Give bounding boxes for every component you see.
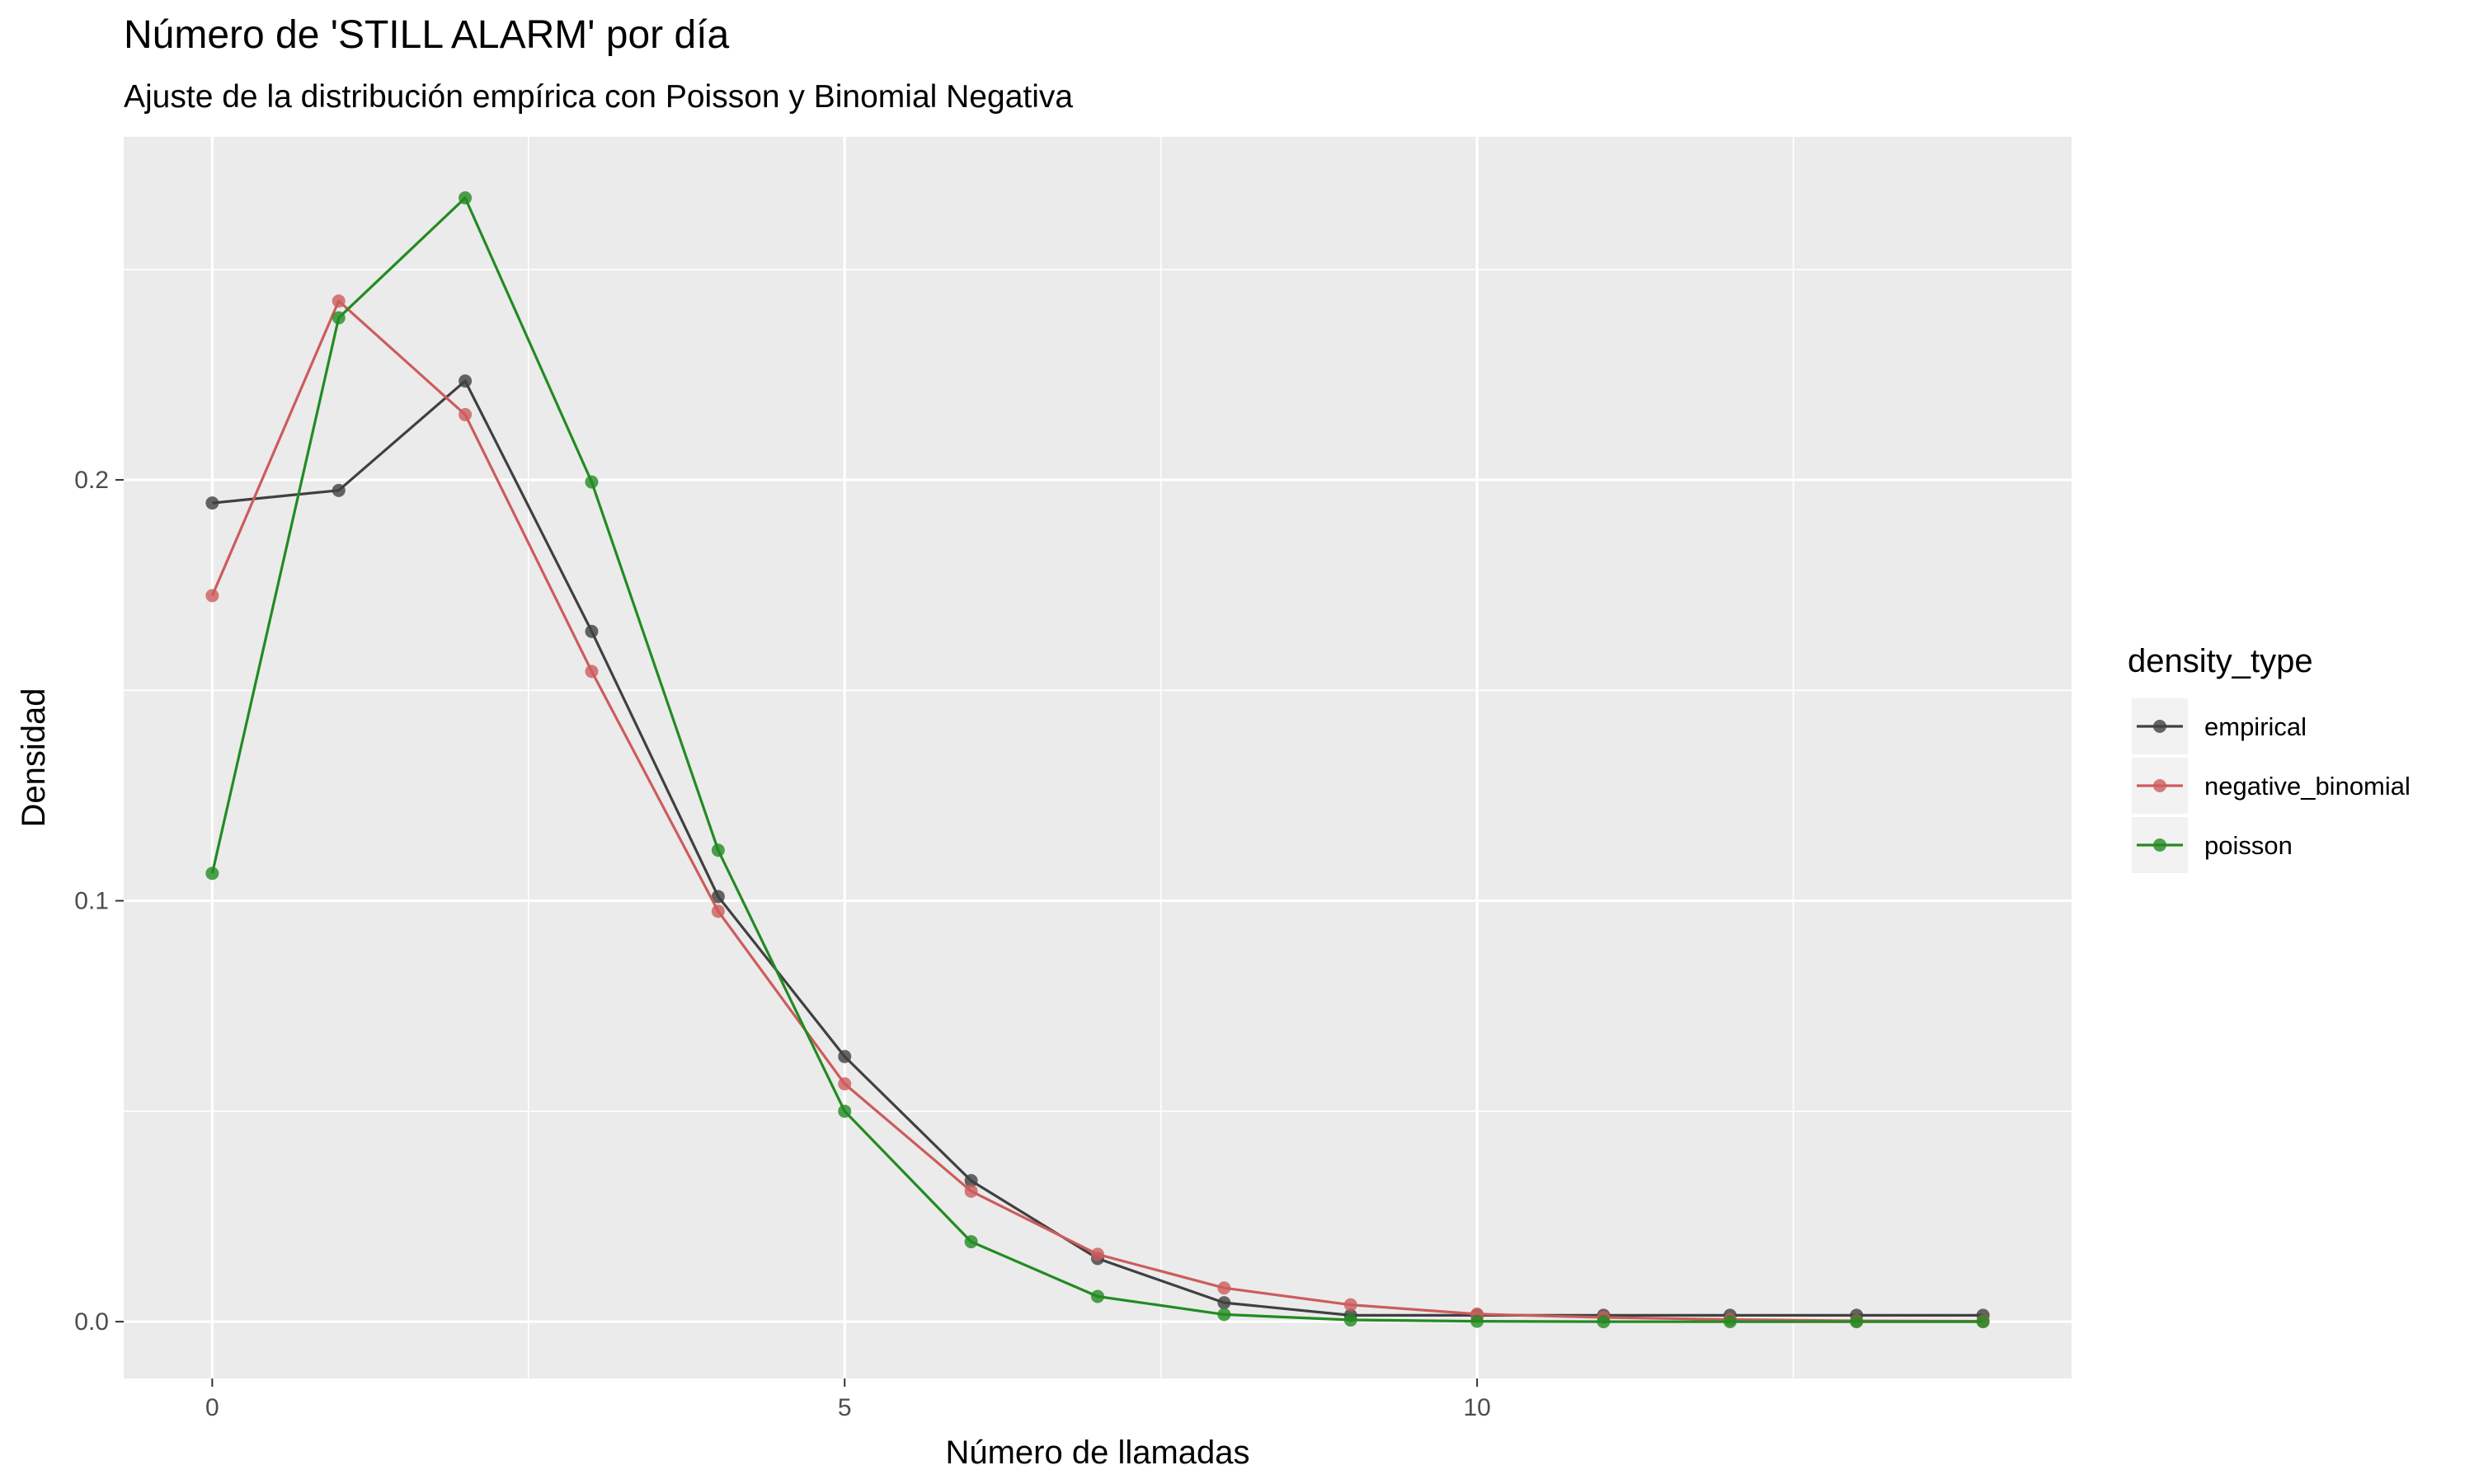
data-point-empirical xyxy=(332,483,346,497)
data-point-poisson xyxy=(205,866,219,881)
chart-title: Número de 'STILL ALARM' por día xyxy=(124,13,730,57)
legend-marker-empirical xyxy=(2153,720,2166,733)
y-tick-label: 0.1 xyxy=(74,888,109,915)
legend-label-negative-binomial: negative_binomial xyxy=(2204,772,2411,801)
data-point-poisson xyxy=(711,843,725,857)
series-layer xyxy=(205,191,1990,1329)
data-point-empirical xyxy=(711,890,725,904)
legend: density_type empirical negative_binomialp… xyxy=(2128,643,2411,873)
x-tick-label: 5 xyxy=(838,1394,852,1421)
data-point-empirical xyxy=(838,1050,852,1064)
data-point-negative-binomial xyxy=(1091,1247,1104,1261)
plot-panel xyxy=(124,137,2072,1378)
data-point-poisson xyxy=(838,1104,852,1118)
data-point-negative-binomial xyxy=(711,904,725,918)
data-point-poisson xyxy=(964,1235,978,1249)
data-point-empirical xyxy=(964,1174,978,1188)
data-point-negative-binomial xyxy=(205,589,219,603)
minor-gridlines xyxy=(124,137,2072,1378)
data-point-negative-binomial xyxy=(1217,1281,1231,1295)
data-point-negative-binomial xyxy=(585,665,599,679)
y-tick-label: 0.2 xyxy=(74,467,109,494)
legend-title: density_type xyxy=(2128,643,2313,679)
data-point-poisson xyxy=(459,191,473,205)
legend-label-poisson: poisson xyxy=(2204,831,2293,860)
data-point-negative-binomial xyxy=(964,1184,978,1198)
data-point-poisson xyxy=(1850,1315,1864,1329)
data-point-poisson xyxy=(585,475,599,489)
data-point-poisson xyxy=(1091,1289,1104,1303)
data-point-poisson xyxy=(1343,1313,1357,1327)
data-point-poisson xyxy=(1470,1314,1484,1328)
data-point-negative-binomial xyxy=(459,407,473,421)
data-point-negative-binomial xyxy=(332,294,346,308)
x-tick-label: 0 xyxy=(205,1394,219,1421)
legend-marker-poisson xyxy=(2153,838,2166,852)
data-point-poisson xyxy=(332,311,346,325)
data-point-poisson xyxy=(1217,1308,1231,1322)
chart-subtitle: Ajuste de la distribución empírica con P… xyxy=(124,79,1073,115)
x-tick-label: 10 xyxy=(1463,1394,1490,1421)
data-point-empirical xyxy=(1217,1296,1231,1310)
data-point-negative-binomial xyxy=(1343,1298,1357,1312)
data-point-poisson xyxy=(1976,1315,1990,1329)
data-point-poisson xyxy=(1597,1315,1611,1329)
y-tick-label: 0.0 xyxy=(74,1308,109,1336)
legend-marker-negative-binomial xyxy=(2153,779,2166,792)
data-point-empirical xyxy=(459,374,473,388)
data-point-poisson xyxy=(1723,1315,1737,1329)
axis-ticks: 0 5 10 0.0 0.1 0.2 xyxy=(74,467,1491,1421)
legend-label-empirical: empirical xyxy=(2204,712,2307,741)
data-point-negative-binomial xyxy=(838,1077,852,1091)
y-axis-title: Densidad xyxy=(16,688,52,827)
data-point-empirical xyxy=(205,496,219,510)
x-axis-title: Número de llamadas xyxy=(945,1435,1249,1471)
data-point-empirical xyxy=(585,624,599,638)
